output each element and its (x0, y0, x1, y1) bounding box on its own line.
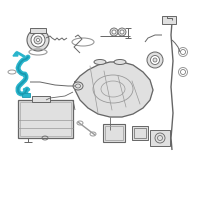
Bar (162, 16, 176, 24)
Bar (30, 28, 46, 33)
Ellipse shape (110, 28, 118, 36)
Ellipse shape (36, 38, 40, 42)
Bar (105, 126, 123, 140)
Ellipse shape (73, 82, 83, 90)
Bar (22, 93, 30, 97)
Polygon shape (13, 52, 18, 56)
Bar (132, 126, 148, 140)
Ellipse shape (151, 55, 160, 64)
Bar (150, 130, 170, 146)
Ellipse shape (114, 60, 126, 64)
Ellipse shape (112, 30, 116, 34)
Polygon shape (75, 62, 153, 117)
Ellipse shape (153, 58, 157, 62)
Ellipse shape (94, 60, 106, 64)
Ellipse shape (31, 33, 45, 47)
Ellipse shape (27, 29, 49, 51)
Ellipse shape (34, 36, 42, 44)
Bar (103, 124, 125, 142)
Bar (134, 128, 146, 138)
Ellipse shape (147, 52, 163, 68)
Bar (32, 96, 50, 102)
Bar (20, 102, 71, 136)
Ellipse shape (118, 28, 126, 36)
Ellipse shape (120, 30, 124, 34)
Bar (18, 100, 73, 138)
